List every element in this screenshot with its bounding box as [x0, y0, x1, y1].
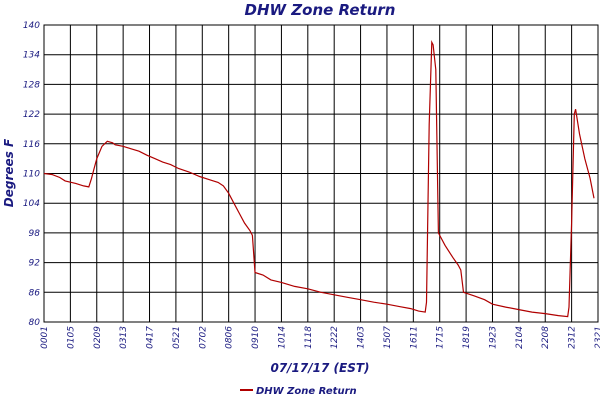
x-tick-label: 2321: [594, 326, 600, 349]
x-tick-label: 1222: [330, 326, 340, 349]
x-tick-label: 0209: [93, 326, 103, 349]
x-tick-label: 0417: [146, 326, 156, 349]
x-tick-label: 0910: [251, 326, 261, 349]
series-line: [43, 39, 595, 318]
y-axis-label: Degrees F: [2, 138, 16, 207]
chart-title: DHW Zone Return: [245, 1, 396, 19]
x-tick-labels: 0001 0105 0209 0313 0417 0521 0702 0806 0910 1014…: [40, 326, 600, 349]
legend: DHW Zone Return: [240, 386, 357, 397]
x-axis-label: 07/17/17 (EST): [270, 361, 369, 375]
x-tick-label: 2208: [541, 326, 551, 349]
y-tick-label: 80: [29, 318, 41, 328]
x-tick-label: 0001: [40, 326, 50, 349]
grid: [43, 24, 599, 323]
x-tick-label: 1507: [383, 326, 393, 349]
x-tick-label: 1611: [409, 326, 419, 349]
y-tick-label: 86: [29, 288, 41, 298]
x-tick-label: 0702: [198, 326, 208, 349]
x-tick-label: 1923: [488, 326, 498, 349]
x-tick-label: 0806: [225, 326, 235, 349]
x-tick-label: 2104: [515, 326, 525, 349]
legend-label: DHW Zone Return: [256, 386, 357, 397]
y-tick-labels: 80 86 92 98 104 110 116 122 128 134 140: [23, 21, 40, 328]
y-tick-label: 128: [23, 80, 40, 90]
y-tick-label: 122: [23, 110, 40, 120]
y-tick-label: 92: [29, 259, 41, 269]
x-tick-label: 1715: [436, 326, 446, 349]
x-tick-label: 0105: [66, 326, 76, 349]
y-tick-label: 104: [23, 199, 40, 209]
x-tick-label: 1819: [462, 326, 472, 349]
y-tick-label: 110: [23, 170, 40, 180]
x-tick-label: 1014: [277, 326, 287, 349]
x-tick-label: 1118: [304, 326, 314, 349]
y-tick-label: 98: [29, 229, 41, 239]
x-tick-label: 0521: [172, 326, 182, 349]
series-group: [43, 39, 595, 318]
x-tick-label: 1403: [357, 326, 367, 349]
x-tick-label: 2312: [568, 326, 578, 349]
y-tick-label: 134: [23, 51, 40, 61]
y-tick-label: 116: [23, 140, 40, 150]
y-tick-label: 140: [23, 21, 40, 31]
x-tick-label: 0313: [119, 326, 129, 349]
